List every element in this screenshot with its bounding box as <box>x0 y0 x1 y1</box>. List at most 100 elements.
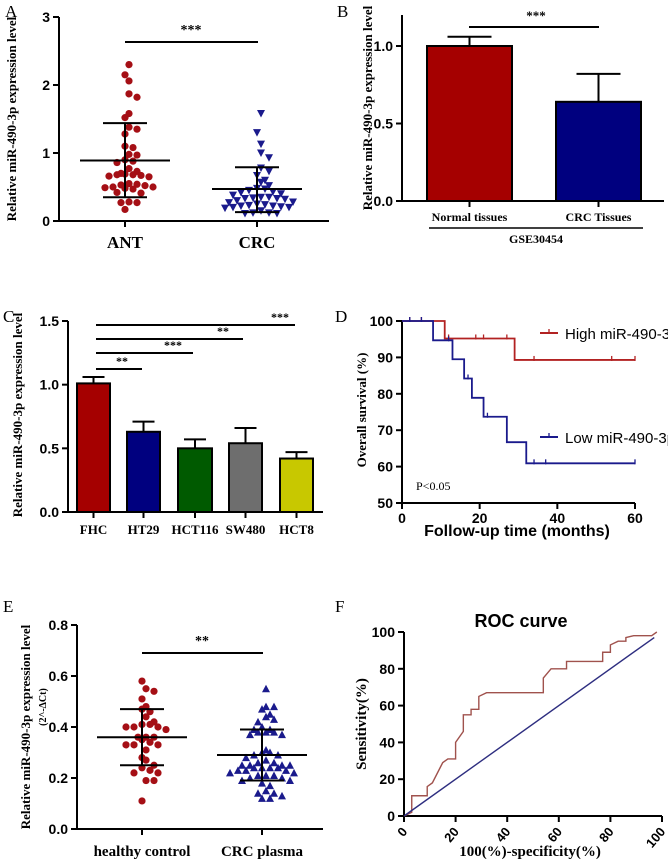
y-tick-label: 100 <box>372 624 396 640</box>
data-point <box>138 677 146 685</box>
p-value-annotation: P<0.05 <box>416 479 450 493</box>
data-point <box>233 197 241 205</box>
data-point <box>245 201 253 210</box>
data-point <box>129 143 137 152</box>
y-tick-label: 1 <box>42 145 50 161</box>
data-point <box>129 185 137 193</box>
data-point <box>242 753 250 762</box>
data-point <box>257 110 265 118</box>
significance-label: *** <box>526 8 546 23</box>
y-tick-label: 0.4 <box>49 719 69 735</box>
data-point <box>225 199 233 207</box>
data-point <box>257 140 265 149</box>
data-point <box>249 194 257 202</box>
y-axis-label: Relative miR-490-3p expression level <box>18 624 33 829</box>
data-point <box>266 763 274 772</box>
y-tick-label: 0.5 <box>374 116 394 132</box>
x-tick-label: 40 <box>493 824 514 845</box>
data-point <box>286 761 294 769</box>
data-point <box>278 791 286 800</box>
x-tick-label: 80 <box>596 824 617 845</box>
y-axis-label: Relative miR-490-3p expression level <box>4 16 19 221</box>
data-point <box>285 203 293 212</box>
data-point <box>257 193 265 202</box>
y-tick-label: 70 <box>377 422 393 438</box>
significance-label: *** <box>164 338 182 352</box>
y-tick-label: 60 <box>377 459 393 475</box>
data-point <box>262 684 270 693</box>
data-point <box>142 746 150 754</box>
data-point <box>254 771 262 779</box>
bar <box>426 45 513 202</box>
y-tick-label: 60 <box>379 698 395 714</box>
data-point <box>254 728 262 736</box>
survival-curve <box>402 320 635 465</box>
data-point <box>129 171 137 179</box>
bar <box>126 430 161 513</box>
y-axis-label: Relative miR-490-3p expression level <box>10 312 25 517</box>
data-point <box>125 77 133 85</box>
category-label: SW480 <box>226 522 266 537</box>
data-point <box>146 738 154 746</box>
data-point <box>269 188 277 196</box>
data-point <box>261 201 269 209</box>
y-axis-label: Sensitivity(%) <box>354 678 370 770</box>
y-tick-label: 0.5 <box>40 440 60 456</box>
significance-label: ** <box>195 634 209 649</box>
legend-label: High miR-490-3p <box>565 326 668 343</box>
y-tick-label: 1.0 <box>374 38 394 54</box>
data-point <box>262 745 270 754</box>
data-point <box>133 180 141 188</box>
x-tick-label: 20 <box>441 824 462 845</box>
category-label: FHC <box>80 522 107 537</box>
data-point <box>237 188 245 197</box>
y-tick-label: 0.0 <box>49 821 69 837</box>
data-point <box>146 766 154 774</box>
data-point <box>125 180 133 188</box>
x-tick-label: 40 <box>550 510 566 526</box>
data-point <box>262 712 270 721</box>
data-point <box>226 768 234 777</box>
data-point <box>133 125 141 133</box>
data-point <box>253 129 261 137</box>
chart-title: ROC curve <box>474 611 567 631</box>
y-tick-label: 50 <box>377 495 393 511</box>
y-tick-label: 100 <box>370 313 394 329</box>
data-point <box>290 768 298 777</box>
data-point <box>141 182 149 190</box>
data-point <box>254 789 262 797</box>
data-point <box>142 776 150 785</box>
legend-label: Low miR-490-3p <box>565 430 668 447</box>
panel-label: D <box>335 307 347 326</box>
data-point <box>265 167 273 176</box>
data-point <box>237 202 245 211</box>
data-point <box>142 685 150 693</box>
data-point <box>277 203 285 211</box>
y-tick-label: 40 <box>379 734 395 750</box>
data-point <box>254 758 262 767</box>
y-axis-label: Relative miR-490-3p expression level <box>360 5 375 210</box>
data-point <box>146 720 154 729</box>
data-point <box>261 176 269 185</box>
data-point <box>254 717 262 726</box>
data-point <box>154 769 162 777</box>
y-tick-label: 80 <box>377 386 393 402</box>
data-point <box>113 188 121 197</box>
data-point <box>133 199 141 207</box>
data-point <box>270 728 278 736</box>
data-point <box>130 723 138 731</box>
data-point <box>122 723 130 731</box>
data-point <box>133 151 141 159</box>
data-point <box>270 702 278 711</box>
category-label: Normal tissues <box>432 210 508 224</box>
data-point <box>121 205 129 214</box>
data-point <box>258 779 266 787</box>
data-point <box>137 171 145 180</box>
data-point <box>154 741 162 749</box>
data-point <box>125 150 133 158</box>
data-point <box>270 715 278 723</box>
data-point <box>142 756 150 764</box>
y-tick-label: 0.2 <box>49 770 69 786</box>
data-point <box>246 730 254 739</box>
